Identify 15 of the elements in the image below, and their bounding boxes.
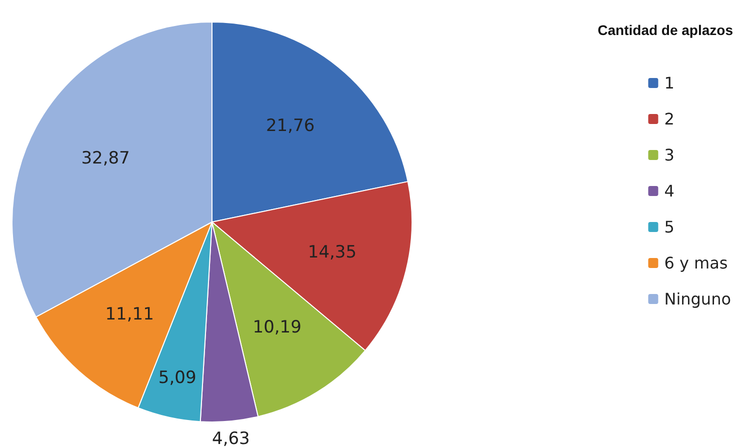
data-label: 14,35	[308, 242, 357, 262]
data-label: 32,87	[81, 148, 130, 168]
legend-label: 6 y mas	[664, 254, 728, 272]
legend-label: 1	[664, 74, 674, 92]
legend-label: 3	[664, 146, 674, 164]
data-label: 4,63	[212, 429, 250, 448]
data-label: 10,19	[252, 318, 302, 338]
legend-label: 2	[664, 110, 674, 128]
data-label: 21,76	[266, 116, 315, 136]
data-label: 5,09	[158, 368, 196, 388]
legend-label: 5	[664, 218, 674, 236]
data-label: 11,11	[105, 304, 154, 325]
legend-label: Ninguno	[664, 290, 731, 308]
legend-title: Cantidad de aplazos	[598, 22, 734, 38]
legend-label: 4	[664, 182, 674, 200]
